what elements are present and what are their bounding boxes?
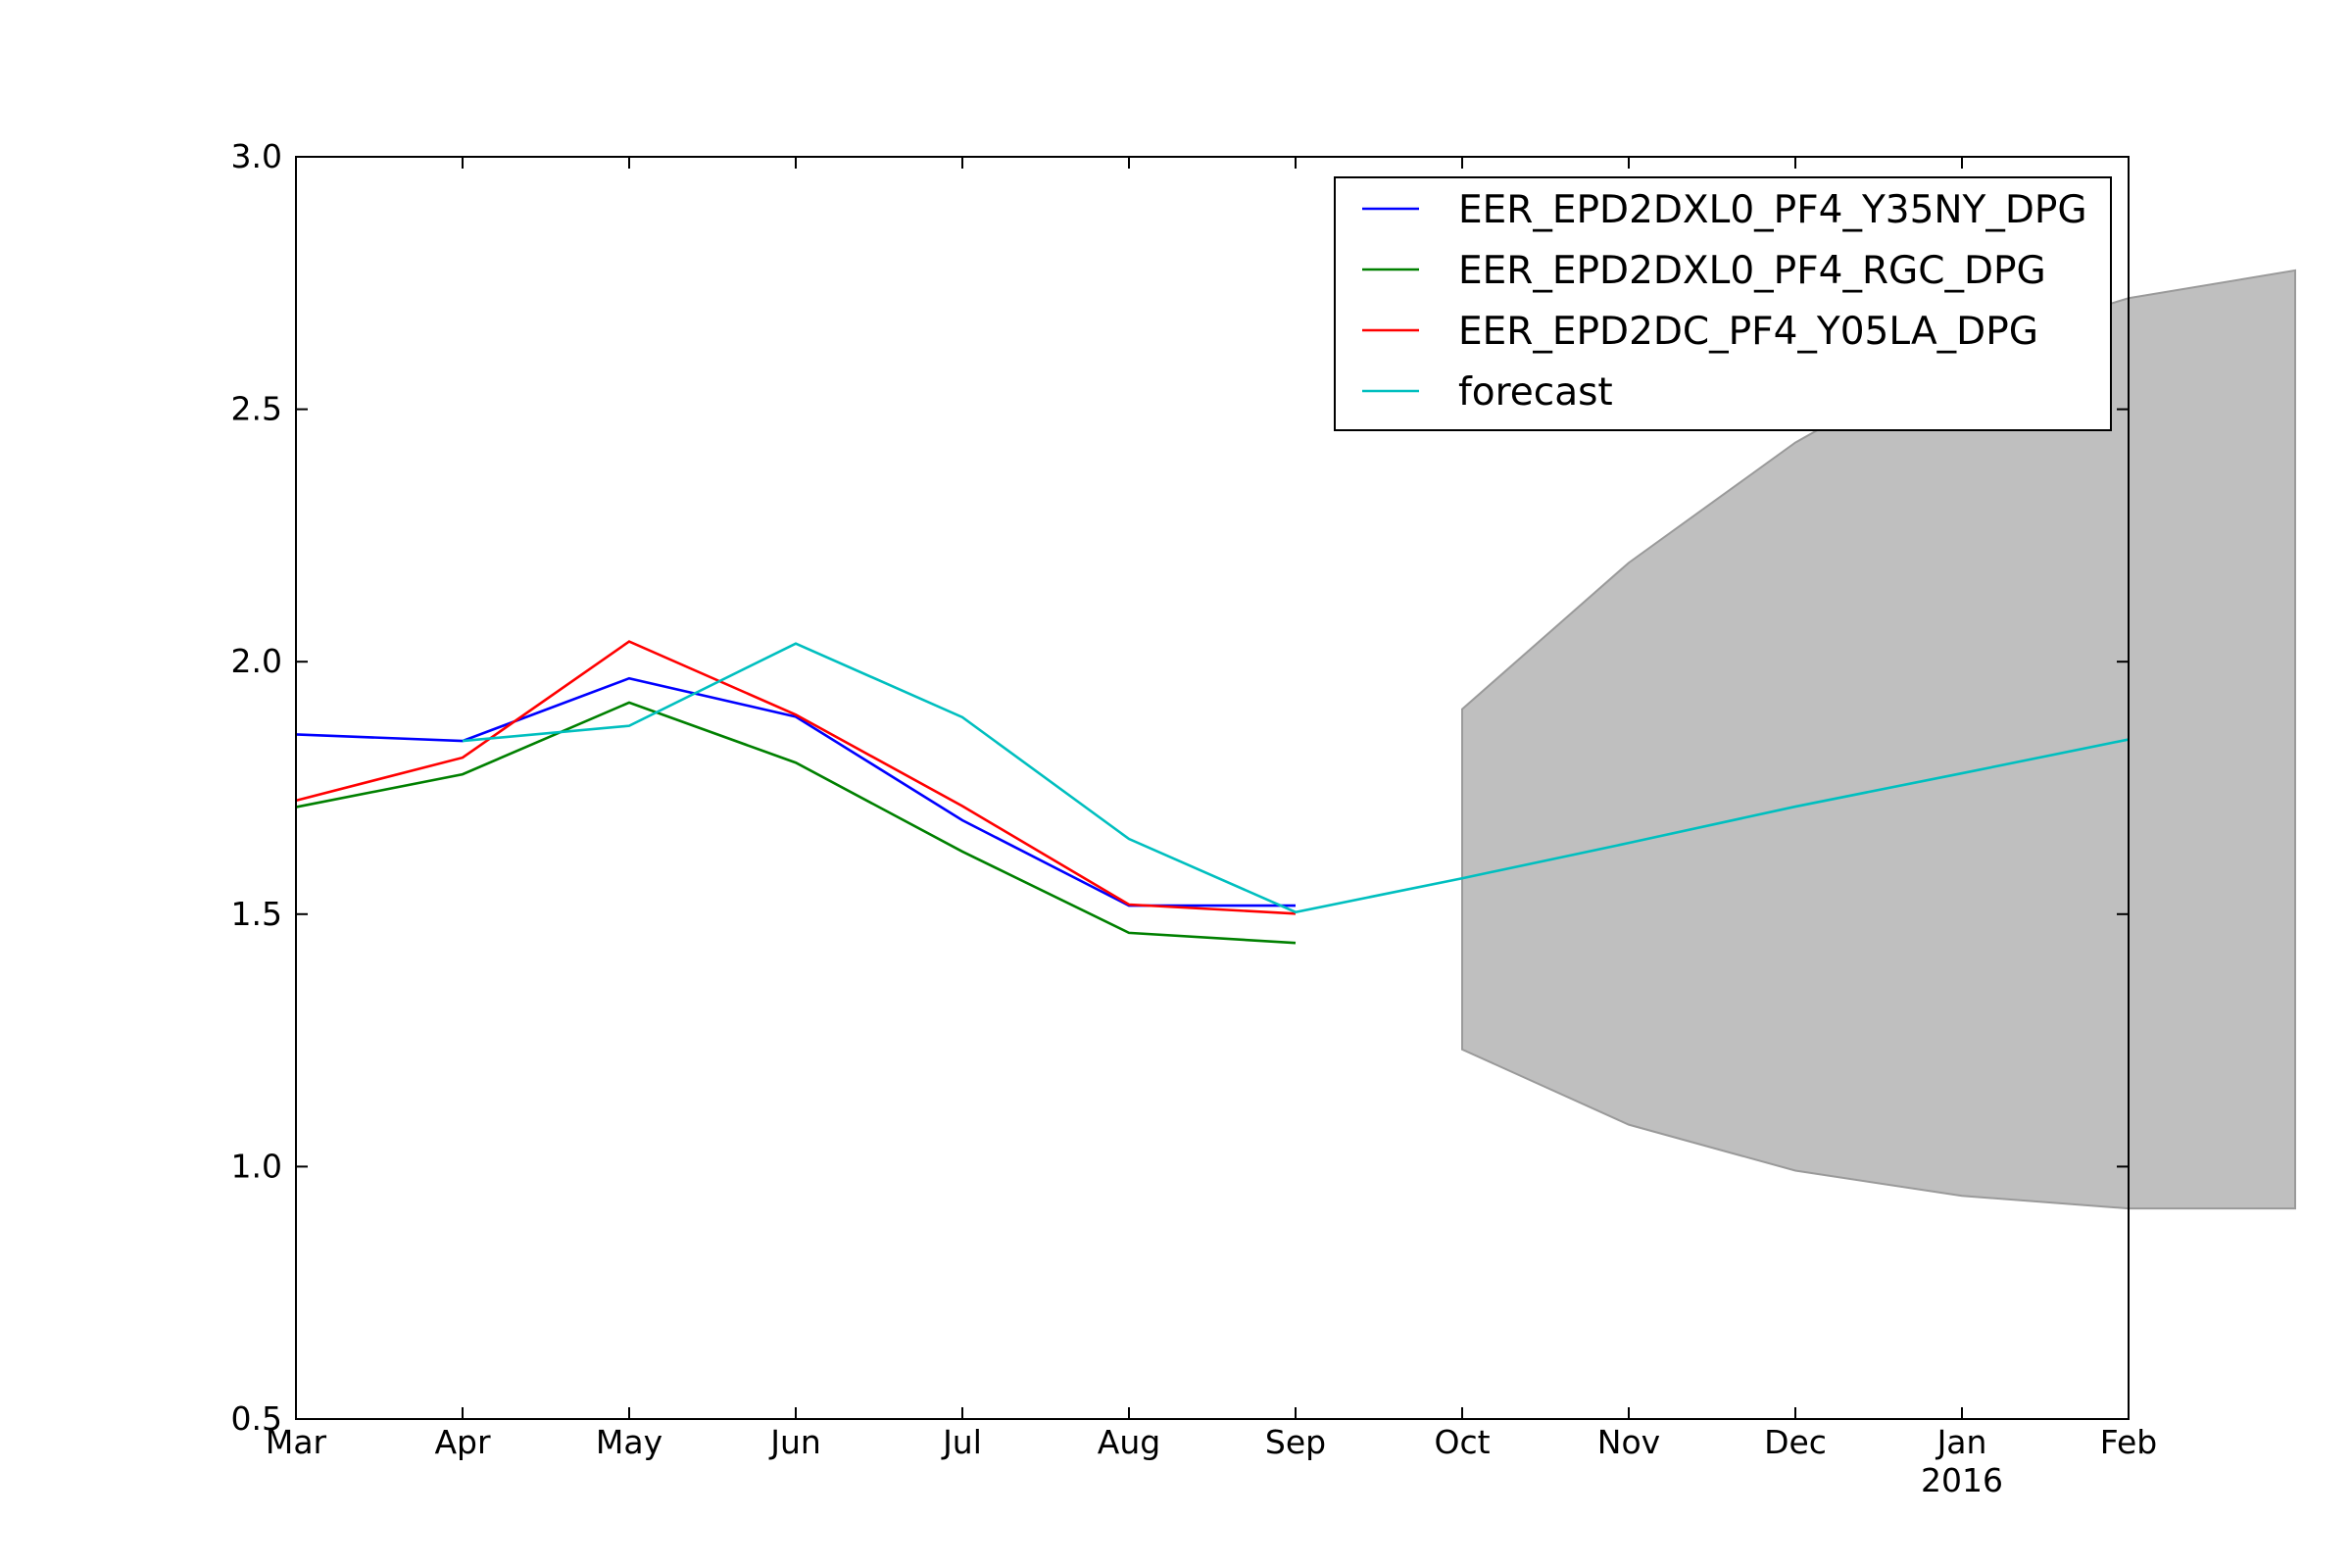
y-tick-label: 1.0 bbox=[231, 1147, 282, 1185]
x-year-label: 2016 bbox=[1921, 1461, 2003, 1499]
confidence-band-layer bbox=[1461, 269, 2296, 1210]
series-line-3 bbox=[462, 642, 2130, 914]
x-tick-label: May bbox=[596, 1423, 662, 1461]
legend-label: EER_EPD2DXL0_PF4_Y35NY_DPG bbox=[1458, 188, 2087, 232]
x-tick-label: Nov bbox=[1597, 1423, 1660, 1461]
x-tick-label: Sep bbox=[1265, 1423, 1326, 1461]
legend-label: EER_EPD2DXL0_PF4_RGC_DPG bbox=[1458, 249, 2046, 293]
y-tick-label: 0.5 bbox=[231, 1399, 282, 1438]
series-layer bbox=[295, 640, 2130, 945]
ticks-layer: 0.5 1.0 1.5 2.0 2.5 3.0 Mar Apr May Jun Jul Aug Sep O… bbox=[231, 137, 2158, 1499]
x-tick-label: Aug bbox=[1098, 1423, 1160, 1461]
x-tick-label: Jun bbox=[768, 1423, 821, 1461]
y-tick-label: 2.0 bbox=[231, 642, 282, 680]
y-tick-label: 3.0 bbox=[231, 137, 282, 175]
series-line-1 bbox=[295, 701, 1297, 945]
x-tick-label: Oct bbox=[1434, 1423, 1490, 1461]
x-tick-label: Jan bbox=[1936, 1423, 1987, 1461]
legend-label: forecast bbox=[1458, 370, 1613, 415]
plot-frame bbox=[295, 156, 2130, 1420]
x-tick-label: Mar bbox=[266, 1423, 327, 1461]
legend: EER_EPD2DXL0_PF4_Y35NY_DPG EER_EPD2DXL0_P… bbox=[1334, 176, 2112, 431]
forecast-confidence-band bbox=[1461, 269, 2296, 1210]
x-tick-label: Feb bbox=[2100, 1423, 2157, 1461]
x-tick-label: Dec bbox=[1764, 1423, 1827, 1461]
x-tick-label: Apr bbox=[434, 1423, 491, 1461]
legend-label: EER_EPD2DC_PF4_Y05LA_DPG bbox=[1458, 310, 2038, 354]
series-line-2 bbox=[295, 640, 1297, 915]
y-tick-label: 2.5 bbox=[231, 390, 282, 428]
x-tick-label: Jul bbox=[941, 1423, 982, 1461]
y-tick-label: 1.5 bbox=[231, 895, 282, 933]
series-line-0 bbox=[295, 676, 1296, 907]
legend-box bbox=[1334, 176, 2112, 431]
